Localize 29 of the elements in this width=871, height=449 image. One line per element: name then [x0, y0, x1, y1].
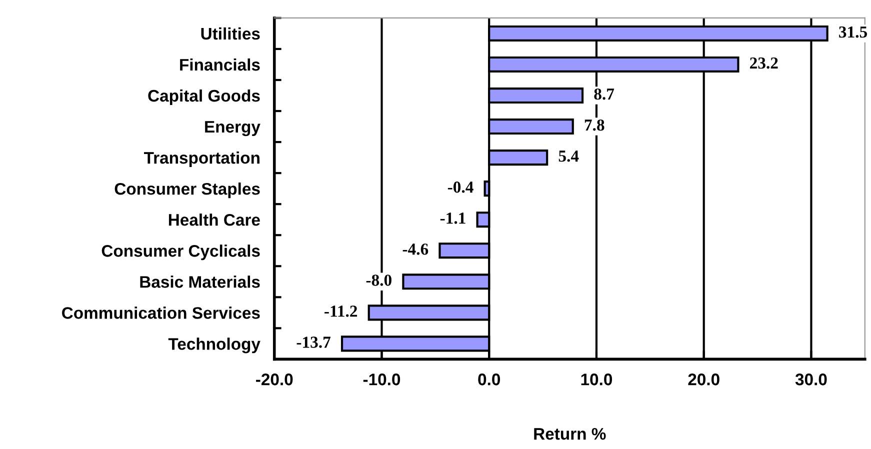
y-tick-label: Technology — [168, 338, 260, 354]
y-tick-label: Utilities — [201, 27, 260, 40]
y-tick-label: Basic Materials — [140, 276, 260, 288]
y-tick-label: Transportation — [144, 152, 260, 168]
data-label: -8.0 — [366, 274, 392, 286]
data-label: -11.2 — [324, 306, 358, 317]
y-tick-label: Communication Services — [62, 306, 260, 319]
data-label: -1.1 — [440, 212, 466, 224]
data-label: 7.8 — [584, 119, 604, 131]
data-label: -4.6 — [402, 244, 428, 255]
x-tick-label: 30.0 — [795, 374, 827, 386]
y-tick-label: Capital Goods — [148, 89, 260, 106]
x-tick-label: 10.0 — [581, 374, 612, 386]
data-label: 5.4 — [558, 150, 579, 162]
x-tick-label: 0.0 — [478, 374, 500, 386]
y-tick-label: Financials — [180, 58, 260, 71]
data-label: -0.4 — [448, 182, 474, 193]
data-label: 31.5 — [839, 26, 867, 38]
x-tick-label: -10.0 — [363, 374, 400, 386]
x-axis-title: Return % — [534, 428, 606, 440]
data-label: 23.2 — [750, 57, 778, 69]
x-tick-label: 20.0 — [688, 374, 720, 386]
data-label: 8.7 — [594, 88, 614, 100]
y-tick-label: Health Care — [168, 214, 260, 226]
y-tick-label: Energy — [205, 121, 260, 136]
y-tick-label: Consumer Staples — [114, 182, 260, 198]
x-tick-label: -20.0 — [256, 374, 293, 386]
data-label: -13.7 — [296, 336, 330, 348]
y-tick-label: Consumer Cyclicals — [102, 244, 260, 260]
